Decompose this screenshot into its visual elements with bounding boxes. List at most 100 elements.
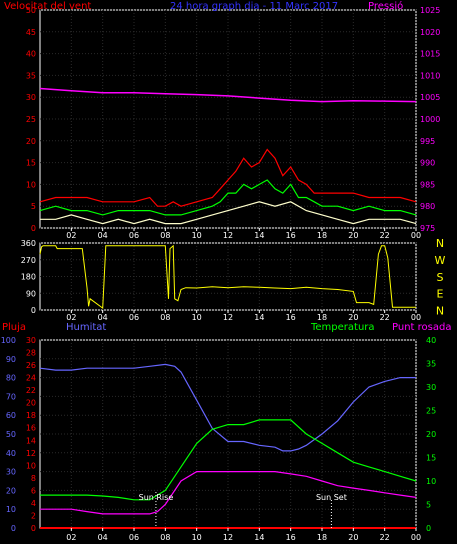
x-tick-label: 18 <box>317 313 327 322</box>
y-tick-label: 16 <box>26 424 36 433</box>
y-tick-label: 70 <box>6 392 16 401</box>
x-tick-label: 22 <box>380 231 390 240</box>
y-tick-label: 15 <box>426 454 436 463</box>
y-tick-label: 985 <box>420 180 435 189</box>
y-tick-label: 25 <box>26 115 36 124</box>
humidity-temperature-x-ticks: 02 04 06 08 10 12 14 16 18 20 22 00 <box>66 528 421 542</box>
y-tick-label: 1025 <box>420 6 440 15</box>
y-tick-label: 0 <box>11 524 16 533</box>
y-tick-label: 975 <box>420 224 435 233</box>
wind-direction-series <box>39 244 416 310</box>
y-tick-label: 15 <box>26 159 36 168</box>
y-tick-label: 0 <box>31 224 36 233</box>
x-tick-label: 02 <box>66 231 76 240</box>
compass-label: E <box>437 288 444 301</box>
x-tick-label: 16 <box>286 533 296 542</box>
wind-direction-grid <box>40 242 417 311</box>
sunset-label: Sun Set <box>316 493 347 502</box>
y-tick-label: 24 <box>26 374 36 383</box>
wind-direction-x-ticks: 02 04 06 08 10 12 14 16 18 20 22 00 <box>66 310 421 322</box>
y-tick-label: 990 <box>420 159 435 168</box>
wind-pressure-series <box>39 87 417 225</box>
wind-low-series <box>40 201 417 225</box>
x-tick-label: 20 <box>348 533 358 542</box>
y-tick-label: 30 <box>26 336 36 345</box>
y-tick-label: 45 <box>26 28 36 37</box>
temperature-series <box>40 419 417 501</box>
y-tick-label: 18 <box>26 411 36 420</box>
pressure-axis-ticks: 975 980 985 990 995 1000 1005 1010 1015 1020 1025 <box>420 6 440 233</box>
x-tick-label: 00 <box>411 313 421 322</box>
y-tick-label: 40 <box>6 449 16 458</box>
y-tick-label: 35 <box>426 360 436 369</box>
y-tick-label: 1020 <box>420 28 440 37</box>
pressure-series <box>39 87 417 103</box>
y-tick-label: 60 <box>6 411 16 420</box>
y-tick-label: 30 <box>6 468 16 477</box>
x-tick-label: 14 <box>254 313 264 322</box>
humidity-axis-ticks: 0 10 20 30 40 50 60 70 80 90 100 <box>1 336 16 533</box>
y-tick-label: 20 <box>26 399 36 408</box>
wind-speed-axis-ticks: 0 5 10 15 20 25 30 35 40 45 50 <box>26 6 36 233</box>
compass-label: N <box>436 305 444 318</box>
y-tick-label: 0 <box>426 524 431 533</box>
y-tick-label: 20 <box>6 486 16 495</box>
y-tick-label: 360 <box>21 239 36 248</box>
wind-direction-series-line <box>39 244 416 310</box>
y-tick-label: 6 <box>31 486 36 495</box>
x-tick-label: 04 <box>98 533 108 542</box>
x-tick-label: 06 <box>129 313 139 322</box>
x-tick-label: 04 <box>98 231 108 240</box>
y-tick-label: 5 <box>31 202 36 211</box>
y-tick-label: 180 <box>21 273 36 282</box>
y-tick-label: 1005 <box>420 93 440 102</box>
sun-annotations: Sun Rise Sun Set <box>139 492 347 528</box>
dewpoint-label: Punt rosada <box>392 322 451 333</box>
x-tick-label: 22 <box>380 533 390 542</box>
y-tick-label: 100 <box>1 336 16 345</box>
humidity-temperature-grid <box>40 339 417 529</box>
y-tick-label: 2 <box>31 511 36 520</box>
y-tick-label: 1015 <box>420 50 440 59</box>
x-tick-label: 20 <box>348 313 358 322</box>
x-tick-label: 16 <box>286 231 296 240</box>
x-tick-label: 12 <box>223 313 233 322</box>
y-tick-label: 25 <box>426 407 436 416</box>
x-tick-label: 18 <box>317 231 327 240</box>
x-tick-label: 00 <box>411 533 421 542</box>
temperature-label: Temperatura <box>310 322 375 333</box>
temperature-axis-ticks: 0 5 10 15 20 25 30 35 40 <box>426 336 436 533</box>
y-tick-label: 30 <box>426 383 436 392</box>
dewpoint-series <box>40 471 417 515</box>
x-tick-label: 10 <box>192 231 202 240</box>
y-tick-label: 50 <box>6 430 16 439</box>
humidity-series <box>39 363 416 452</box>
y-tick-label: 1000 <box>420 115 440 124</box>
y-tick-label: 26 <box>26 361 36 370</box>
y-tick-label: 40 <box>426 336 436 345</box>
compass-label: N <box>436 237 444 250</box>
y-tick-label: 980 <box>420 202 435 211</box>
x-tick-label: 08 <box>160 231 170 240</box>
y-tick-label: 12 <box>26 449 36 458</box>
pressure-label: Pressió <box>368 0 403 12</box>
y-tick-label: 90 <box>26 289 36 298</box>
y-tick-label: 28 <box>26 349 36 358</box>
x-tick-label: 08 <box>160 533 170 542</box>
sunrise-label: Sun Rise <box>139 493 174 502</box>
y-tick-label: 10 <box>6 505 16 514</box>
x-tick-label: 10 <box>192 533 202 542</box>
y-tick-label: 30 <box>26 93 36 102</box>
x-tick-label: 06 <box>129 231 139 240</box>
wind-direction-axis-ticks: 0 90 180 270 360 <box>21 239 36 315</box>
rain-label: Pluja <box>2 322 26 333</box>
humidity-label: Humitat <box>66 322 106 333</box>
x-tick-label: 00 <box>411 231 421 240</box>
y-tick-label: 4 <box>31 499 36 508</box>
y-tick-label: 40 <box>26 50 36 59</box>
